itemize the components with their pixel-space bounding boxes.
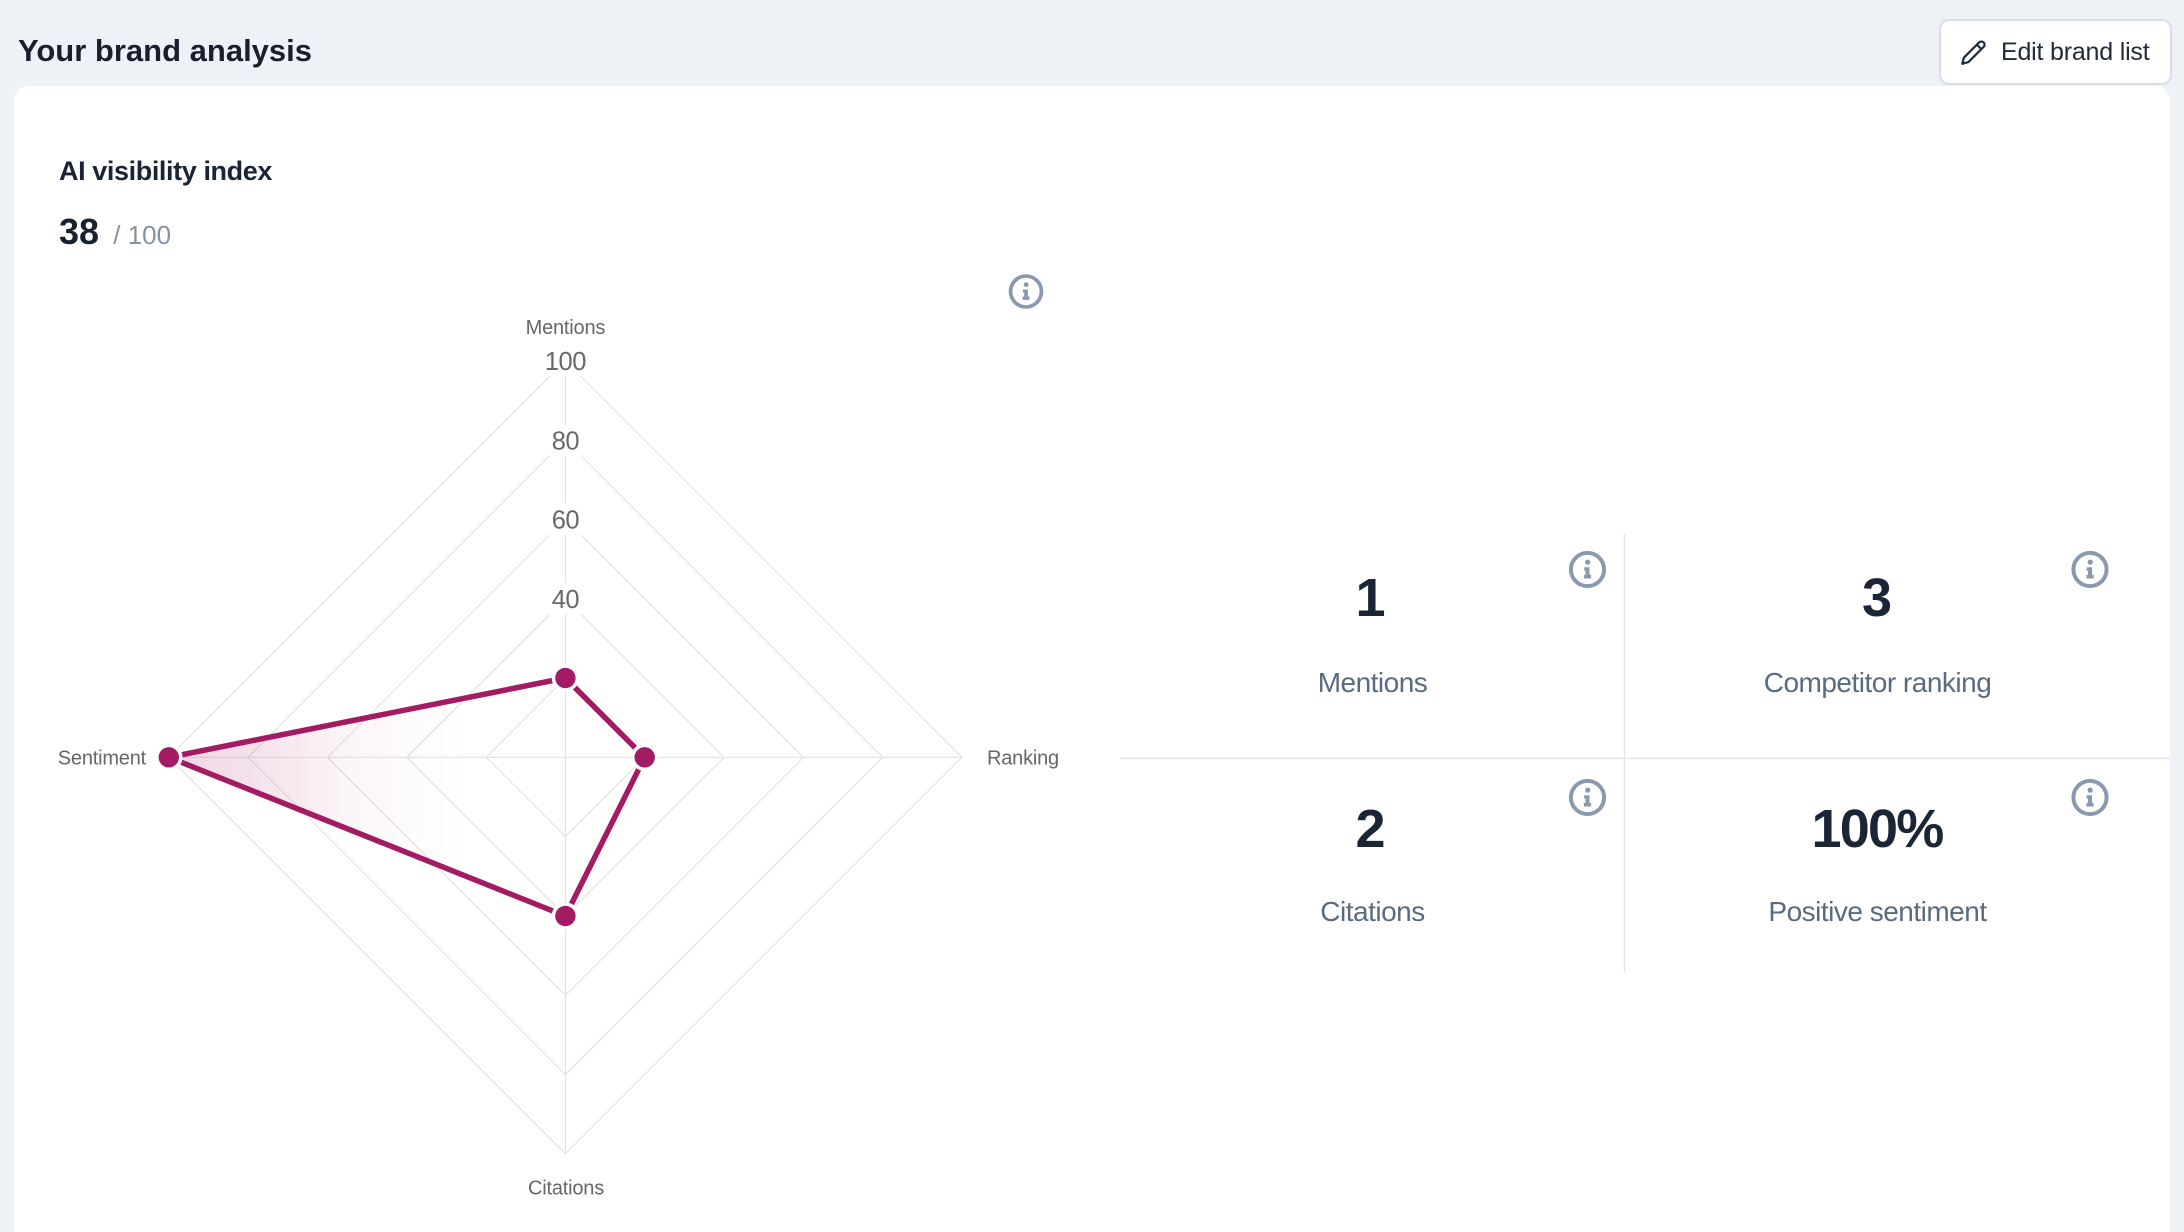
svg-text:Mentions: Mentions [526, 317, 606, 339]
svg-text:80: 80 [552, 427, 580, 455]
svg-text:Citations: Citations [528, 1178, 604, 1200]
svg-text:100: 100 [545, 348, 586, 376]
svg-text:60: 60 [552, 507, 580, 535]
svg-text:Sentiment: Sentiment [58, 747, 147, 769]
svg-text:40: 40 [552, 586, 580, 614]
svg-text:Ranking: Ranking [987, 747, 1059, 769]
